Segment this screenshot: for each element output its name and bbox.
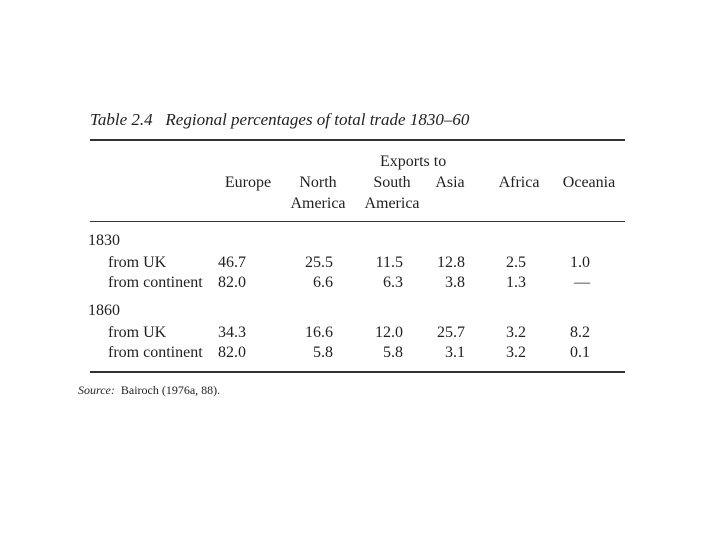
cell-value: 25.7 (437, 324, 465, 341)
source: Source: Bairoch (1976a, 88). (78, 380, 220, 400)
column-header: Europe (224, 174, 272, 191)
cell-value: 3.1 (445, 344, 465, 361)
cell-value: 3.2 (506, 324, 526, 341)
cell-value: 5.8 (313, 344, 333, 361)
row-label: from UK (108, 324, 167, 341)
cell-value: 2.5 (506, 254, 526, 271)
group-year: 1830 (88, 232, 120, 249)
cell-value: 34.3 (218, 324, 246, 341)
top-rule (90, 139, 625, 141)
column-header: Oceania (562, 174, 616, 191)
row-label: from UK (108, 254, 167, 271)
cell-value: 82.0 (218, 344, 246, 361)
cell-value: 12.0 (375, 324, 403, 341)
cell-value: 25.5 (305, 254, 333, 271)
row-label: from continent (108, 344, 203, 361)
cell-value: 5.8 (383, 344, 403, 361)
header-rule (90, 221, 625, 222)
spanner: Exports to (380, 153, 447, 170)
cell-value: 8.2 (570, 324, 590, 341)
caption-title: Regional percentages of total trade 1830… (165, 110, 470, 129)
source-label: Source: (78, 383, 115, 397)
caption-label: Table 2.4 (90, 110, 153, 129)
cell-value: 12.8 (437, 254, 465, 271)
cell-value: 6.6 (313, 274, 333, 291)
cell-value: 11.5 (375, 254, 403, 271)
cell-value: 82.0 (218, 274, 246, 291)
cell-value: 3.8 (445, 274, 465, 291)
source-text: Bairoch (1976a, 88). (120, 383, 221, 397)
cell-value: 1.3 (506, 274, 526, 291)
cell-value: — (574, 274, 590, 291)
row-label: from continent (108, 274, 203, 291)
bottom-rule (90, 371, 625, 373)
cell-value: 16.6 (305, 324, 333, 341)
column-header: Asia (435, 174, 465, 191)
cell-value: 0.1 (570, 344, 590, 361)
cell-value: 3.2 (506, 344, 526, 361)
group-year: 1860 (88, 302, 120, 319)
column-header: Africa (498, 174, 540, 191)
caption: Table 2.4 Regional percentages of total … (90, 110, 469, 130)
cell-value: 1.0 (570, 254, 590, 271)
cell-value: 6.3 (383, 274, 403, 291)
cell-value: 46.7 (218, 254, 246, 271)
column-header: South America (364, 174, 420, 212)
column-header: North America (290, 174, 346, 212)
